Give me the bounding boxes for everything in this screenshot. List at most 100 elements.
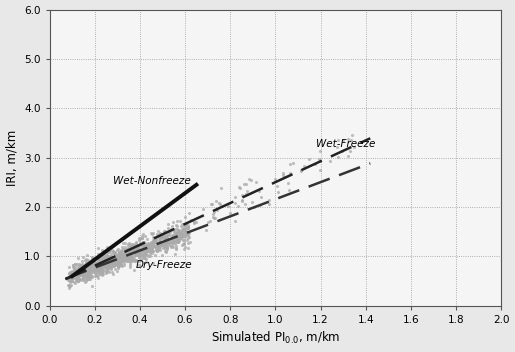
Point: [64, 277, 73, 283]
Point: [124, 252, 132, 258]
Point: [92, 272, 100, 277]
Point: [112, 258, 120, 263]
Point: [138, 235, 146, 240]
Point: [285, 161, 294, 166]
Point: [144, 248, 152, 253]
Point: [118, 255, 127, 260]
Point: [127, 258, 135, 263]
Point: [85, 261, 93, 266]
Point: [94, 268, 102, 274]
Point: [108, 258, 116, 263]
Point: [94, 264, 102, 270]
Point: [140, 246, 148, 251]
Point: [95, 261, 103, 267]
Point: [95, 266, 104, 272]
Point: [149, 244, 158, 249]
Point: [150, 236, 158, 242]
Point: [177, 229, 185, 235]
Point: [102, 269, 110, 275]
Point: [89, 259, 97, 265]
Point: [152, 248, 161, 253]
Point: [110, 263, 118, 269]
Point: [102, 256, 111, 261]
Point: [131, 252, 140, 257]
Point: [85, 264, 93, 270]
Point: [65, 271, 73, 277]
Point: [100, 261, 109, 266]
Point: [83, 268, 91, 273]
Point: [119, 252, 128, 258]
Point: [111, 255, 119, 261]
Point: [94, 263, 102, 269]
Point: [172, 245, 180, 251]
Point: [117, 255, 126, 260]
Point: [110, 259, 118, 265]
Point: [84, 269, 93, 275]
Point: [90, 269, 98, 275]
Point: [158, 242, 166, 247]
Point: [134, 245, 142, 251]
Point: [184, 240, 193, 246]
Point: [102, 255, 110, 261]
Point: [152, 243, 161, 249]
Point: [130, 242, 138, 248]
Point: [148, 239, 157, 245]
Point: [152, 236, 160, 242]
Point: [289, 160, 297, 166]
Point: [247, 177, 255, 183]
Point: [136, 257, 145, 263]
Point: [87, 265, 95, 271]
Point: [72, 277, 80, 283]
Point: [178, 242, 186, 247]
Point: [147, 240, 155, 246]
Point: [91, 268, 99, 273]
Point: [179, 230, 187, 235]
Point: [140, 245, 148, 251]
Point: [177, 223, 185, 229]
Point: [300, 163, 308, 169]
Point: [109, 250, 117, 255]
Point: [151, 238, 159, 243]
Point: [71, 272, 79, 277]
Point: [106, 254, 114, 260]
Point: [89, 262, 97, 268]
Point: [117, 249, 126, 255]
Point: [71, 266, 79, 272]
Point: [184, 235, 192, 241]
Point: [122, 250, 130, 255]
Point: [179, 226, 187, 232]
Point: [114, 263, 122, 268]
Point: [145, 246, 153, 252]
Point: [97, 265, 106, 270]
Point: [122, 257, 130, 263]
Point: [255, 188, 263, 194]
Point: [107, 262, 115, 267]
Point: [161, 248, 169, 253]
Point: [110, 250, 118, 256]
Point: [84, 266, 93, 272]
Point: [178, 233, 186, 238]
Point: [78, 273, 87, 279]
Point: [94, 264, 102, 270]
Point: [135, 257, 144, 263]
Point: [97, 259, 106, 265]
Point: [129, 244, 137, 249]
Point: [98, 258, 107, 264]
Point: [175, 227, 183, 233]
Point: [112, 253, 120, 259]
Point: [95, 265, 104, 271]
Point: [69, 272, 77, 278]
Point: [145, 245, 153, 251]
Point: [158, 240, 166, 245]
Point: [135, 237, 143, 243]
Point: [103, 261, 111, 267]
Point: [107, 258, 115, 263]
Point: [85, 261, 94, 266]
Point: [94, 251, 102, 257]
Point: [139, 241, 147, 247]
Point: [64, 270, 73, 276]
Point: [119, 253, 127, 259]
Point: [100, 265, 109, 270]
Point: [125, 250, 133, 256]
Point: [83, 276, 92, 282]
